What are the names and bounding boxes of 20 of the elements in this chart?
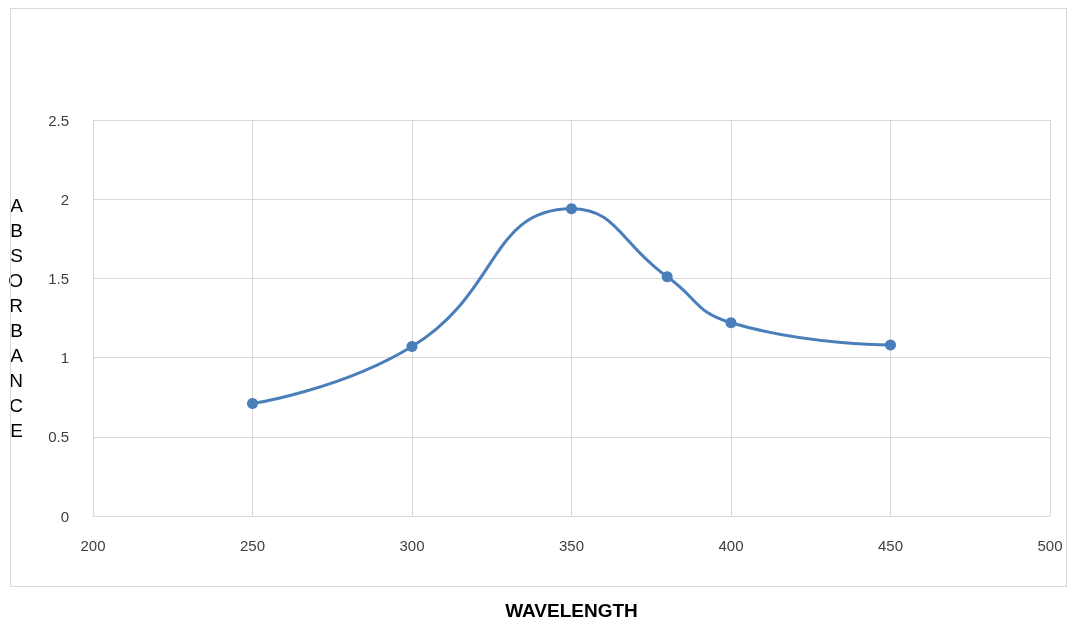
- y-tick-label: 0.5: [48, 428, 69, 446]
- y-tick-label: 1.5: [48, 269, 69, 287]
- y-tick-label: 2.5: [48, 111, 69, 129]
- x-tick-label: 200: [80, 537, 106, 554]
- point: [661, 271, 673, 283]
- x-tick-label: 500: [1037, 537, 1063, 554]
- point: [566, 203, 577, 215]
- y-tick-label: 0: [60, 507, 69, 525]
- x-tick-label: 350: [558, 537, 585, 554]
- point: [725, 317, 737, 329]
- x-tick-label: 450: [877, 537, 904, 554]
- x-tick-label: 250: [239, 537, 266, 554]
- y-tick-label: 1: [60, 349, 69, 367]
- point: [885, 339, 896, 351]
- point: [406, 341, 418, 353]
- point: [247, 398, 258, 410]
- x-axis-title: WAVELENGTH: [505, 600, 638, 621]
- y-tick-label: 2: [60, 190, 69, 208]
- x-tick-label: 300: [399, 537, 425, 554]
- x-tick-label: 400: [718, 537, 744, 554]
